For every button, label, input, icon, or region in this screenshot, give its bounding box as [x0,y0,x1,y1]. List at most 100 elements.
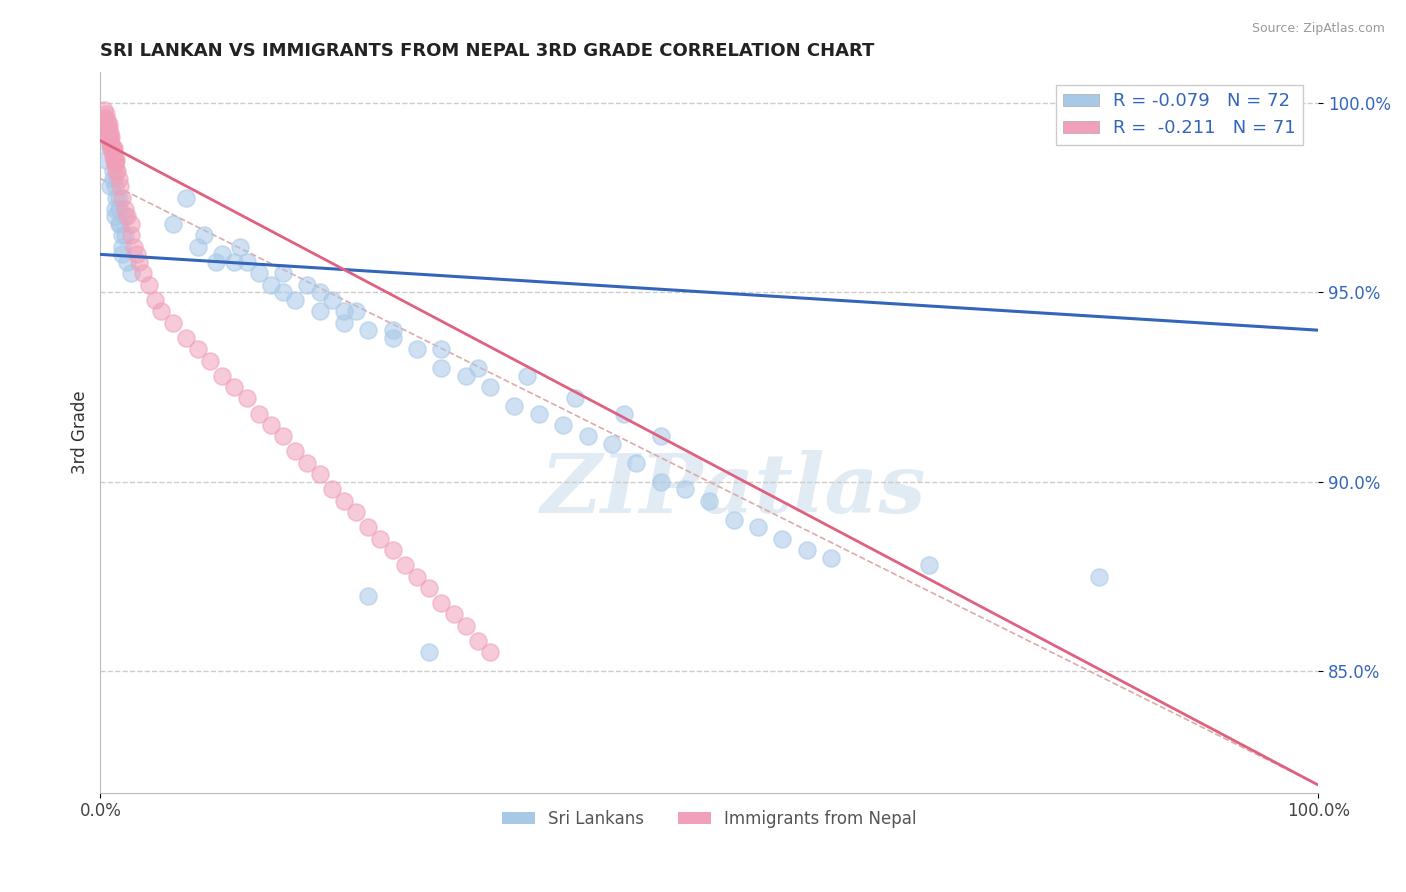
Point [98,134,121,148]
Point [284,293,307,307]
Point [224,380,246,394]
Text: SRI LANKAN VS IMMIGRANTS FROM NEPAL 3RD GRADE CORRELATION CHART: SRI LANKAN VS IMMIGRANTS FROM NEPAL 3RD … [100,42,875,60]
Point [467,634,489,648]
Text: Source: ZipAtlas.com: Source: ZipAtlas.com [1251,22,1385,36]
Point [503,399,526,413]
Legend: Sri Lankans, Immigrants from Nepal: Sri Lankans, Immigrants from Nepal [495,804,924,835]
Point [107,164,129,178]
Point [454,368,477,383]
Point [101,149,124,163]
Point [271,285,294,300]
Point [564,392,586,406]
Point [120,228,142,243]
Point [308,467,330,482]
Point [271,266,294,280]
Point [174,190,197,204]
Point [115,255,138,269]
Point [108,217,131,231]
Point [187,240,209,254]
Point [101,164,124,178]
Point [101,141,124,155]
Point [187,342,209,356]
Point [321,293,343,307]
Point [193,228,215,243]
Point [321,483,343,497]
Point [235,392,257,406]
Point [101,171,124,186]
Point [198,353,221,368]
Point [105,190,128,204]
Point [430,361,453,376]
Point [271,429,294,443]
Point [114,210,136,224]
Point [97,119,120,133]
Point [97,126,120,140]
Point [114,228,136,243]
Point [333,304,356,318]
Point [114,202,136,216]
Point [770,532,793,546]
Point [107,190,129,204]
Point [479,645,502,659]
Point [93,103,115,118]
Point [406,342,429,356]
Point [406,569,429,583]
Point [297,456,319,470]
Point [98,126,121,140]
Point [103,141,125,155]
Point [128,255,150,269]
Point [107,217,129,231]
Point [107,171,129,186]
Point [297,277,319,292]
Point [111,240,134,254]
Point [381,543,404,558]
Text: ZIPatlas: ZIPatlas [541,450,927,530]
Point [467,361,489,376]
Point [138,277,160,292]
Point [101,141,124,155]
Point [162,217,184,231]
Point [104,153,127,167]
Point [124,240,146,254]
Point [370,532,392,546]
Point [650,475,672,489]
Point [430,342,453,356]
Point [747,520,769,534]
Point [553,417,575,432]
Point [98,134,121,148]
Point [344,304,367,318]
Point [284,444,307,458]
Point [260,417,283,432]
Point [97,114,120,128]
Point [111,228,134,243]
Point [723,513,745,527]
Point [308,304,330,318]
Point [97,122,120,136]
Point [104,156,127,170]
Point [381,323,404,337]
Point [224,255,246,269]
Point [107,202,129,216]
Point [443,607,465,622]
Point [1088,569,1111,583]
Point [613,407,636,421]
Point [205,255,228,269]
Point [357,589,380,603]
Point [120,266,142,280]
Point [101,145,124,159]
Point [394,558,416,573]
Point [820,550,842,565]
Point [381,331,404,345]
Point [430,596,453,610]
Point [94,111,117,125]
Point [650,429,672,443]
Point [96,114,118,128]
Point [94,111,117,125]
Point [98,141,121,155]
Point [211,247,233,261]
Point [97,129,120,144]
Point [454,619,477,633]
Point [96,107,118,121]
Point [917,558,939,573]
Point [697,493,720,508]
